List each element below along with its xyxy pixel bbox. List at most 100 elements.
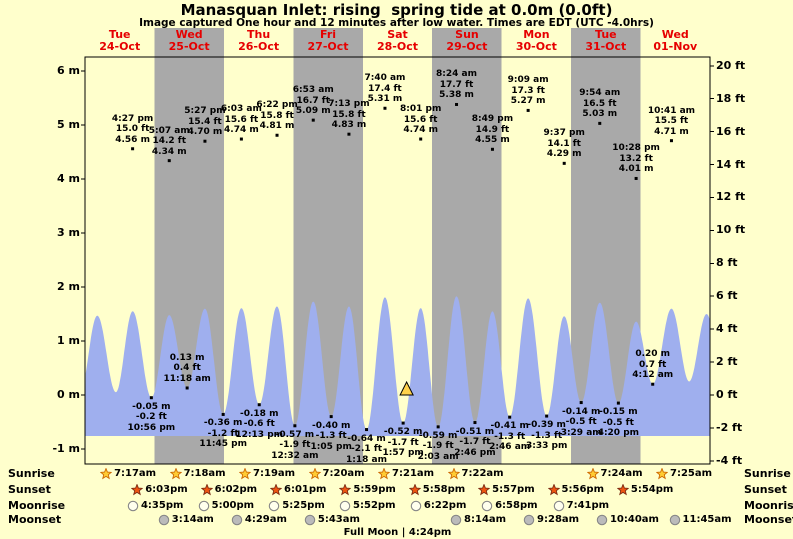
high-tide-label-line: 4.71 m <box>654 126 689 137</box>
row-label-sunset-right: Sunset <box>744 483 787 496</box>
high-tide-label-line: 7:13 pm <box>328 99 370 110</box>
low-tide-label-line: -0.18 m <box>240 408 279 419</box>
low-tide-label-line: -0.51 m <box>455 426 495 437</box>
sunset-star-icon <box>616 483 629 495</box>
high-tide-label-line: 5.03 m <box>582 109 618 120</box>
high-tide-label-line: 4:27 pm <box>111 113 154 124</box>
high-tide-label: 7:13 pm 15.8 ft 4.83 m <box>319 99 379 131</box>
moonrise-event: 5:00pm <box>198 499 254 512</box>
y-axis-label-ft: 18 ft <box>716 91 746 105</box>
moonset-time: 8:14am <box>464 514 507 525</box>
row-label-sunrise-left: Sunrise <box>8 467 55 480</box>
moonrise-moon-icon <box>198 500 209 511</box>
low-tide-label-line: -0.2 ft <box>135 412 167 423</box>
low-tide-label-line: 2:46 pm <box>454 447 496 458</box>
high-tide-label: 8:49 pm 14.9 ft 4.55 m <box>462 114 522 146</box>
low-tide-label: -0.15 m -0.5 ft 4:20 pm <box>588 407 648 439</box>
sunrise-star-icon <box>656 467 669 479</box>
high-tide-label: 7:40 am 17.4 ft 5.31 m <box>355 73 415 105</box>
moonset-moon-icon <box>304 514 316 525</box>
high-tide-label-line: 9:09 am <box>507 75 549 86</box>
low-tide-label-line: -1.3 ft <box>494 431 526 442</box>
high-tide-dot <box>239 137 243 141</box>
date-weekday: Tue <box>108 28 131 41</box>
moonrise-event: 5:25pm <box>268 499 325 512</box>
low-tide-label-line: -0.40 m <box>311 420 351 431</box>
sunrise-star-icon <box>239 467 252 479</box>
high-tide-dot <box>203 139 207 143</box>
moonset-event: 11:45am <box>669 513 732 526</box>
low-tide-label-line: -0.52 m <box>383 427 423 438</box>
low-tide-label-line: 0.20 m <box>635 349 671 360</box>
high-tide-label-line: 8:01 pm <box>400 104 442 115</box>
low-tide-dot <box>579 401 583 405</box>
sunrise-time: 7:24am <box>600 468 643 479</box>
y-axis-label-ft: 16 ft <box>716 124 746 138</box>
high-tide-label-line: 13.2 ft <box>619 153 653 164</box>
moonrise-moon-icon <box>553 500 564 511</box>
high-tide-label-line: 15.8 ft <box>332 109 366 120</box>
sunrise-time: 7:22am <box>461 468 504 479</box>
sunset-time: 5:59pm <box>353 484 396 495</box>
sunset-star-icon <box>408 483 421 495</box>
low-tide-dot <box>651 382 655 386</box>
high-tide-label-line: 15.6 ft <box>403 114 438 125</box>
high-tide-label-line: 4.56 m <box>115 134 150 145</box>
low-tide-label-line: 12:13 pm <box>235 429 284 440</box>
moonset-event: 10:40am <box>596 513 659 526</box>
date-label: 24-Oct <box>99 40 141 53</box>
low-tide-label-line: -0.59 m <box>418 430 458 441</box>
high-tide-label-line: 6:53 am <box>292 85 334 96</box>
low-tide-label-line: -1.9 ft <box>279 440 311 451</box>
low-tide-label-line: 3:29 am <box>560 427 602 438</box>
sunrise-event: 7:20am <box>308 467 365 480</box>
sunset-event: 5:58pm <box>408 483 465 496</box>
sunrise-event: 7:18am <box>169 467 226 480</box>
sunset-time: 5:56pm <box>561 484 604 495</box>
date-weekday: Wed <box>175 28 203 41</box>
row-label-moonrise-left: Moonrise <box>8 499 66 512</box>
sunset-event: 5:54pm <box>616 483 673 496</box>
low-tide-dot <box>293 424 297 428</box>
high-tide-label-line: 17.7 ft <box>439 79 474 90</box>
high-tide-label-line: 5:07 am <box>148 125 190 136</box>
sunrise-time: 7:25am <box>670 468 713 479</box>
high-tide-dot <box>562 161 566 165</box>
low-tide-dot <box>401 421 405 425</box>
moonset-time: 3:14am <box>171 514 214 525</box>
high-tide-label-line: 4.29 m <box>546 149 582 160</box>
high-tide-label: 6:22 pm 15.8 ft 4.81 m <box>247 100 307 132</box>
low-tide-label-line: 4:12 am <box>632 370 674 381</box>
low-tide-label-line: -1.3 ft <box>531 430 563 441</box>
high-tide-label-line: 8:49 pm <box>471 114 514 125</box>
high-tide-label-line: 15.5 ft <box>654 116 689 127</box>
date-weekday: Sun <box>455 28 479 41</box>
moonrise-event: 6:22pm <box>410 499 466 512</box>
sunrise-star-icon <box>586 467 599 479</box>
sunrise-star-icon <box>447 467 460 479</box>
low-tide-label: -0.05 m -0.2 ft 10:56 pm <box>121 402 181 434</box>
high-tide-label-line: 4.74 m <box>224 125 259 136</box>
high-tide-dot <box>526 108 530 112</box>
low-tide-label-line: -1.2 ft <box>207 428 239 439</box>
low-tide-label-line: -0.14 m <box>561 406 601 417</box>
high-tide-label-line: 4.70 m <box>187 127 223 138</box>
moonrise-time: 6:22pm <box>423 500 467 511</box>
low-tide-label-line: -1.9 ft <box>422 441 454 452</box>
high-tide-label-line: 4.81 m <box>259 121 295 132</box>
moonset-event: 4:29am <box>231 513 287 526</box>
sunrise-time: 7:17am <box>114 468 157 479</box>
high-tide-dot <box>419 137 423 141</box>
low-tide-label-line: -0.41 m <box>490 421 529 432</box>
moonrise-time: 5:25pm <box>282 500 325 511</box>
sunrise-time: 7:19am <box>253 468 296 479</box>
high-tide-dot <box>131 147 135 151</box>
sunset-star-icon <box>131 483 144 495</box>
low-tide-label: 0.20 m 0.7 ft 4:12 am <box>623 349 683 381</box>
high-tide-label: 6:03 am 15.6 ft 4.74 m <box>211 104 271 136</box>
low-tide-label-line: 12:32 am <box>271 450 319 461</box>
high-tide-label-line: 5.09 m <box>295 106 331 117</box>
sunset-star-icon <box>547 483 560 495</box>
